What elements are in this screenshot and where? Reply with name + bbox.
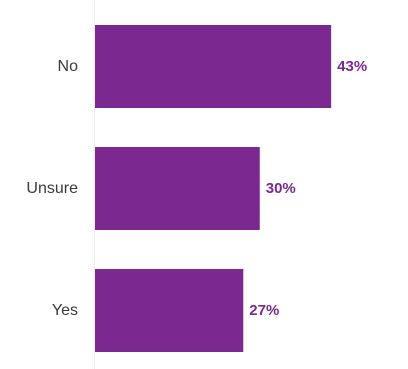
value-label-yes: 27% <box>249 302 279 319</box>
bar-yes <box>95 269 244 352</box>
category-label-yes: Yes <box>52 302 78 319</box>
bars-group: No 43% Unsure 30% Yes 27% <box>26 25 367 352</box>
value-label-no: 43% <box>337 58 367 75</box>
value-label-unsure: 30% <box>266 180 296 197</box>
category-label-no: No <box>58 58 79 75</box>
bar-unsure <box>95 147 260 230</box>
bar-no <box>95 25 332 108</box>
category-label-unsure: Unsure <box>26 180 78 197</box>
